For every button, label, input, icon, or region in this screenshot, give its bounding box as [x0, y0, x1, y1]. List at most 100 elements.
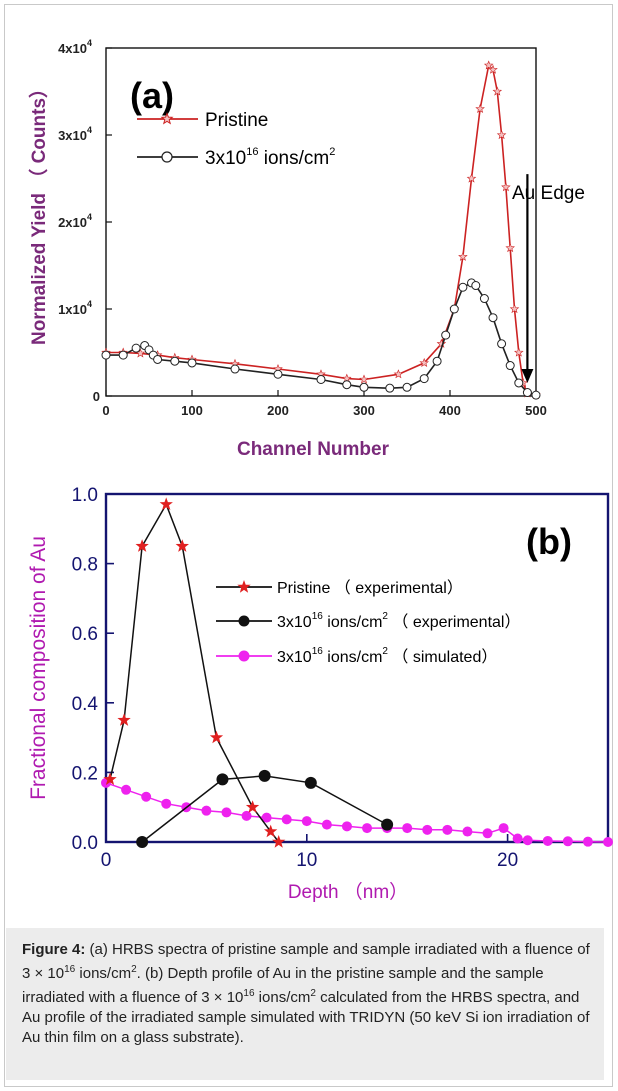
- data-point-dot: [341, 821, 352, 832]
- panel-a-legend: Pristine 3x1016 ions/cm2: [137, 110, 335, 169]
- series-line-0: [109, 502, 280, 843]
- data-point-star: [496, 130, 507, 140]
- caption-sup: 2: [310, 988, 316, 999]
- data-point-star: [117, 713, 131, 726]
- legend-entry-irradiated-simulated: 3x1016 ions/cm2 （ simulated）: [277, 646, 497, 666]
- x-tick-label: 100: [181, 403, 203, 418]
- x-tick-label: 200: [267, 403, 289, 418]
- data-point-circle: [402, 382, 412, 392]
- data-point-star: [393, 369, 404, 379]
- y-tick-label: 3x104: [58, 125, 92, 143]
- arrow-head: [521, 368, 534, 383]
- data-point-dot: [522, 835, 533, 846]
- data-point-star: [505, 243, 515, 253]
- legend-circle-marker: [161, 151, 173, 163]
- legend-entry-irradiated: 3x1016 ions/cm2: [205, 146, 335, 169]
- legend-magenta-dot-marker: [238, 650, 250, 662]
- data-point-star: [509, 304, 520, 314]
- data-point-dot: [141, 791, 152, 802]
- data-point-circle: [471, 281, 481, 291]
- data-point-dot: [498, 823, 509, 834]
- data-point-dot: [241, 810, 252, 821]
- data-point-dot: [442, 824, 453, 835]
- data-point-circle: [479, 294, 489, 304]
- x-tick-label: 500: [525, 403, 547, 418]
- legend-entry-pristine: Pristine: [205, 110, 268, 131]
- data-point-star: [272, 835, 286, 848]
- caption-text: . (b) Depth profile of Au in the pristin…: [22, 965, 544, 1006]
- data-point-star: [492, 86, 503, 96]
- data-point-dot: [603, 837, 613, 847]
- data-point-star: [359, 374, 369, 384]
- panel-b-x-axis-label: Depth （nm）: [288, 881, 408, 903]
- data-point-star: [135, 539, 149, 552]
- data-point-dot: [422, 824, 433, 835]
- data-point-dot: [402, 823, 413, 834]
- y-tick-label: 1.0: [72, 485, 98, 506]
- data-point-circle: [316, 374, 326, 384]
- data-point-circle: [449, 304, 459, 314]
- data-point-star: [264, 824, 278, 838]
- data-point-circle: [458, 282, 468, 292]
- data-point-dot: [258, 769, 271, 782]
- data-point-circle: [101, 350, 111, 360]
- panel-a-label: (a): [130, 75, 174, 116]
- data-point-dot: [161, 798, 172, 809]
- data-point-circle: [514, 378, 524, 388]
- data-point-star: [103, 772, 117, 785]
- caption-text: ions/cm: [254, 989, 311, 1006]
- panel-b-y-ticks: 0.0 0.2 0.4 0.6 0.8 1.0: [72, 485, 114, 854]
- panel-a-x-axis-label: Channel Number: [237, 439, 390, 460]
- panel-a-chart: 0 100 200 300 400 500 0 1x104 2x104 3x104 4x104 (…: [27, 38, 585, 460]
- data-point-star: [466, 173, 477, 183]
- caption-text: (a) HRBS spectra of pristine sample and …: [22, 941, 590, 982]
- data-point-circle: [187, 358, 197, 368]
- series-line-1: [141, 775, 388, 843]
- data-point-dot: [221, 807, 232, 818]
- data-point-star: [458, 251, 468, 261]
- data-point-star: [245, 800, 260, 813]
- data-point-circle: [488, 313, 498, 323]
- data-point-circle: [419, 374, 429, 384]
- data-point-circle: [531, 390, 541, 400]
- data-point-dot: [321, 819, 332, 830]
- data-point-circle: [497, 339, 507, 349]
- legend-star-marker: [160, 112, 174, 125]
- caption-sup: 2: [131, 964, 137, 975]
- data-point-circle: [385, 383, 395, 393]
- panel-b-chart: 0 10 20 0.0 0.2 0.4 0.6 0.8 1.0 (b) Pristine （ …: [27, 485, 613, 903]
- caption-sup: 16: [243, 988, 255, 999]
- y-tick-label: 1x104: [58, 299, 92, 317]
- data-point-dot: [482, 828, 493, 839]
- y-tick-label: 0.8: [72, 555, 98, 576]
- data-point-circle: [522, 388, 532, 398]
- data-point-circle: [230, 364, 240, 374]
- data-point-circle: [432, 356, 442, 366]
- data-point-dot: [201, 805, 212, 816]
- legend-star-marker: [237, 580, 251, 593]
- x-tick-label: 0: [102, 403, 109, 418]
- panel-a-y-ticks: 0 1x104 2x104 3x104 4x104: [58, 38, 112, 404]
- panel-b-series: [101, 497, 613, 848]
- au-edge-label: Au Edge: [512, 183, 585, 204]
- y-tick-label: 0.0: [72, 833, 98, 854]
- panel-b-y-axis-label: Fractional composition of Au: [27, 536, 50, 800]
- caption-text: ions/cm: [75, 965, 132, 982]
- panel-a-y-axis-label: Normalized Yield （ Counts）: [27, 79, 50, 345]
- data-point-dot: [304, 776, 317, 789]
- data-point-star: [419, 357, 430, 367]
- y-tick-label: 0: [93, 389, 100, 404]
- data-point-circle: [170, 356, 180, 366]
- legend-dot-marker: [238, 615, 250, 627]
- x-tick-label: 400: [439, 403, 461, 418]
- data-point-dot: [261, 812, 272, 823]
- data-point-circle: [505, 361, 515, 371]
- data-point-dot: [562, 836, 573, 847]
- y-tick-label: 4x104: [58, 38, 92, 56]
- data-point-dot: [281, 814, 292, 825]
- panel-b-plot-frame: [104, 492, 610, 844]
- caption-text: calculated from the HRBS spectra, and Au…: [22, 989, 590, 1046]
- data-point-star: [175, 539, 189, 552]
- data-point-star: [514, 347, 524, 357]
